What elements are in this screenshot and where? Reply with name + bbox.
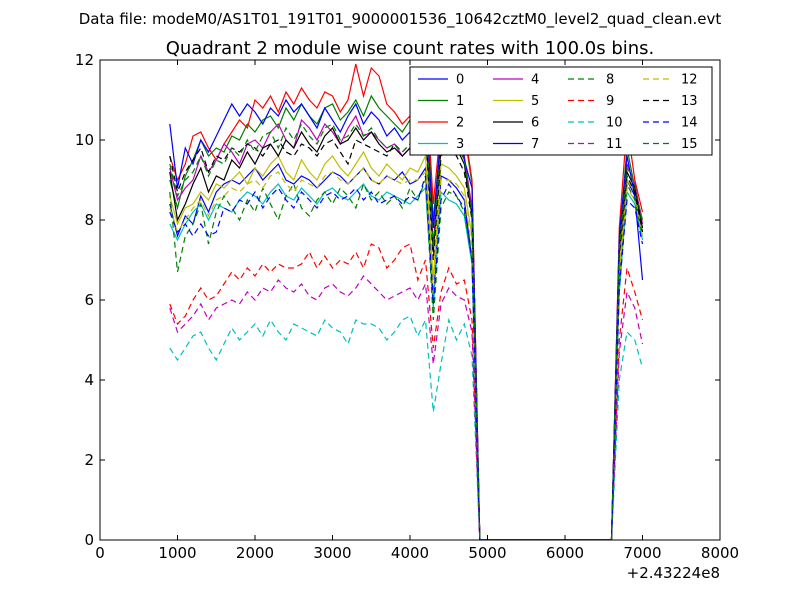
x-tick-label: 0: [95, 544, 105, 562]
legend-label-10: 10: [606, 116, 623, 131]
legend-label-5: 5: [531, 94, 539, 109]
x-tick-label: 7000: [623, 544, 661, 562]
legend-label-14: 14: [681, 116, 698, 131]
legend-label-15: 15: [681, 137, 698, 152]
y-tick-label: 4: [84, 371, 94, 389]
legend-box: [409, 66, 713, 156]
legend-label-12: 12: [681, 73, 698, 88]
series-line-7: [169, 90, 644, 540]
series-line-11: [169, 275, 644, 540]
legend-label-9: 9: [606, 94, 614, 109]
y-tick-label: 0: [84, 531, 94, 549]
series-line-13: [169, 129, 644, 540]
series-line-14: [169, 175, 644, 540]
legend-label-0: 0: [456, 73, 464, 88]
x-tick-label: 3000: [313, 544, 351, 562]
series-line-5: [169, 150, 644, 540]
legend-label-2: 2: [456, 116, 464, 131]
y-tick-label: 12: [75, 51, 94, 69]
series-line-12: [169, 167, 644, 540]
chart-title: Quadrant 2 module wise count rates with …: [166, 38, 655, 59]
series-layer: [169, 63, 644, 540]
x-tick-label: 4000: [391, 544, 429, 562]
y-tick-label: 6: [84, 291, 94, 309]
legend-label-6: 6: [531, 116, 539, 131]
series-line-1: [169, 83, 644, 540]
legend-label-8: 8: [606, 73, 614, 88]
series-line-0: [169, 162, 644, 540]
y-tick-label: 2: [84, 451, 94, 469]
y-tick-label: 8: [84, 211, 94, 229]
x-tick-label: 6000: [546, 544, 584, 562]
legend-label-3: 3: [456, 137, 464, 152]
series-line-2: [169, 63, 644, 540]
legend-label-4: 4: [531, 73, 539, 88]
y-tick-label: 10: [75, 131, 94, 149]
legend-label-13: 13: [681, 94, 698, 109]
chart-suptitle: Data file: modeM0/AS1T01_191T01_90000015…: [79, 10, 722, 29]
series-line-10: [169, 315, 644, 540]
legend-label-1: 1: [456, 94, 464, 109]
x-axis: 0 1000 2000 3000 4000 5000 6000 7000 8000: [95, 60, 739, 562]
x-tick-label: 1000: [158, 544, 196, 562]
x-tick-label: 8000: [701, 544, 739, 562]
legend-label-7: 7: [531, 137, 539, 152]
x-tick-label: 2000: [236, 544, 274, 562]
x-axis-offset-text: +2.43224e8: [627, 564, 720, 582]
legend-label-11: 11: [606, 137, 623, 152]
x-tick-label: 5000: [468, 544, 506, 562]
series-line-6: [169, 126, 644, 540]
series-line-4: [169, 114, 644, 540]
